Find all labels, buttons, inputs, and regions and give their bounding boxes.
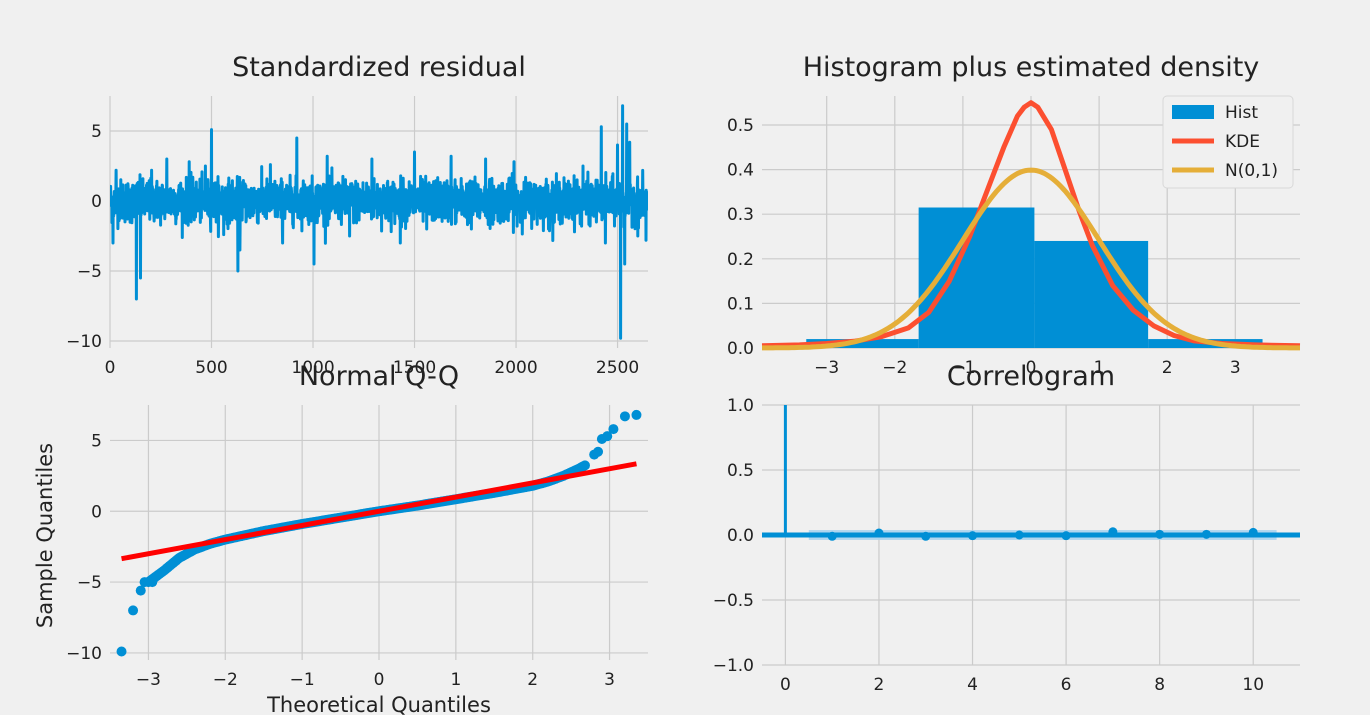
acf-marker: [827, 531, 837, 541]
qq-y-axis-label: Sample Quantiles: [33, 443, 57, 628]
qq-point: [147, 577, 158, 588]
residual-x-tick-label: 500: [195, 358, 227, 378]
qq-point: [135, 585, 146, 596]
acf-marker: [1014, 530, 1024, 540]
histogram-title: Histogram plus estimated density: [803, 52, 1260, 83]
qq-y-tick-label: 0: [91, 502, 102, 522]
qq-x-tick-label: 3: [604, 670, 615, 690]
residual-title: Standardized residual: [232, 52, 526, 83]
qq-x-tick-label: −3: [136, 670, 161, 690]
histogram-x-tick-label: −1: [950, 358, 975, 378]
acf-marker: [921, 531, 931, 541]
acf-marker: [874, 528, 884, 538]
histogram-x-tick-label: 2: [1162, 358, 1173, 378]
correlogram-x-tick-label: 6: [1061, 675, 1072, 695]
normal-density-line: [762, 167, 1300, 351]
histogram-x-tick-label: 0: [1026, 358, 1037, 378]
qq-x-tick-label: 0: [374, 670, 385, 690]
legend-label: N(0,1): [1225, 161, 1278, 181]
qq-x-tick-label: −2: [213, 670, 238, 690]
histogram-bar: [806, 339, 919, 348]
correlogram-y-tick-label: −0.5: [713, 591, 754, 611]
residual-y-tick-label: −5: [77, 262, 102, 282]
qq-point: [116, 646, 127, 657]
residual-series-line: [110, 104, 648, 340]
residual-axes: 0 500 1000 1500 2000 2500 −10 −5 0 5 Standardized …: [66, 52, 648, 378]
correlogram-x-tick-label: 10: [1242, 675, 1264, 695]
qq-x-tick-label: −1: [290, 670, 315, 690]
correlogram-y-tick-label: 1.0: [727, 396, 754, 416]
qq-y-tick-label: −5: [77, 573, 102, 593]
correlogram-y-tick-label: −1.0: [713, 656, 754, 676]
histogram-legend: Hist KDE N(0,1): [1162, 95, 1294, 189]
correlogram-x-tick-label: 4: [967, 675, 978, 695]
qq-x-tick-label: 2: [527, 670, 538, 690]
qq-reference-line: [121, 461, 637, 562]
correlogram-y-tick-label: 0.5: [727, 461, 754, 481]
acf-marker: [968, 531, 978, 541]
legend-label: KDE: [1225, 132, 1260, 152]
qq-point: [139, 577, 150, 588]
qq-point: [608, 424, 619, 435]
qq-point: [602, 431, 613, 442]
qq-x-tick-label: 1: [450, 670, 461, 690]
histogram-x-tick-label: −3: [814, 358, 839, 378]
residual-y-tick-label: −10: [66, 332, 102, 352]
correlogram-x-tick-label: 2: [874, 675, 885, 695]
legend-swatch-hist: [1172, 105, 1214, 119]
histogram-x-tick-label: −2: [882, 358, 907, 378]
correlogram-x-tick-label: 8: [1154, 675, 1165, 695]
residual-x-tick-label: 1000: [291, 358, 334, 378]
qq-y-tick-label: 5: [91, 431, 102, 451]
histogram-y-tick-label: 0.3: [727, 205, 754, 225]
qq-point: [619, 411, 630, 422]
histogram-y-tick-label: 0.1: [727, 294, 754, 314]
histogram-y-tick-label: 0.2: [727, 250, 754, 270]
qq-title: Normal Q-Q: [299, 361, 459, 392]
correlogram-y-tick-label: 0.0: [727, 526, 754, 546]
qq-y-tick-label: −10: [66, 644, 102, 664]
kde-line: [761, 100, 1301, 349]
histogram-x-tick-label: 1: [1094, 358, 1105, 378]
histogram-x-tick-label: 3: [1230, 358, 1241, 378]
histogram-y-tick-label: 0.4: [727, 161, 754, 181]
residual-x-tick-label: 2000: [494, 358, 537, 378]
residual-y-tick-label: 5: [91, 122, 102, 142]
qq-point: [579, 460, 590, 471]
residual-x-tick-label: 1500: [393, 358, 436, 378]
residual-x-tick-label: 0: [105, 358, 116, 378]
qq-point: [631, 409, 642, 420]
acf-marker: [1061, 531, 1071, 541]
correlogram-title: Correlogram: [947, 361, 1115, 392]
residual-y-tick-label: 0: [91, 192, 102, 212]
qq-point: [128, 605, 139, 616]
correlogram-x-tick-label: 0: [780, 675, 791, 695]
histogram-y-tick-label: 0.0: [727, 339, 754, 359]
acf-marker: [1108, 527, 1118, 537]
acf-marker: [1155, 529, 1165, 539]
qq-x-axis-label: Theoretical Quantiles: [266, 693, 491, 715]
acf-marker: [1201, 529, 1211, 539]
histogram-bar: [1034, 240, 1149, 348]
residual-x-tick-label: 2500: [596, 358, 639, 378]
acf-marker: [1248, 527, 1258, 537]
legend-label: Hist: [1225, 103, 1258, 123]
histogram-axes: −3 −2 −1 0 1 2 3 0.0 0.1 0.2 0.3 0.4 0.5 Histogram pl…: [727, 52, 1301, 378]
qq-point: [593, 446, 604, 457]
histogram-y-tick-label: 0.5: [727, 116, 754, 136]
